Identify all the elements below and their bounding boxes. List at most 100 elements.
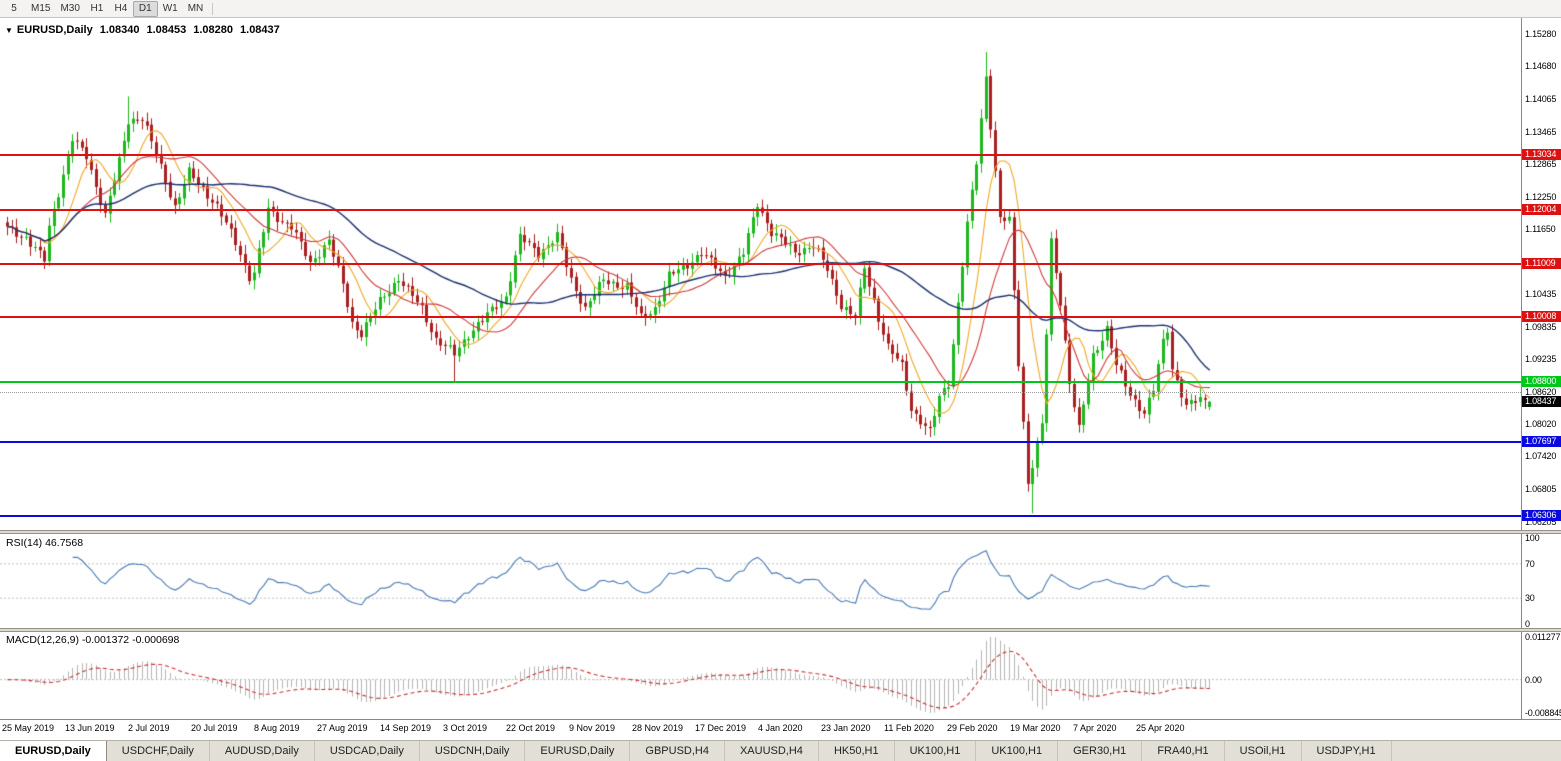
time-axis-label: 11 Feb 2020 [884, 723, 934, 733]
tab-usdchf-daily[interactable]: USDCHF,Daily [107, 741, 210, 761]
rsi-axis-label: 100 [1525, 533, 1540, 543]
price-axis-tick: 1.06205 [1525, 517, 1557, 527]
tab-hk50-h1[interactable]: HK50,H1 [819, 741, 895, 761]
time-axis-label: 13 Jun 2019 [65, 723, 115, 733]
macd-axis-label: -0.008845 [1525, 708, 1561, 718]
price-axis-tick: 1.14680 [1525, 61, 1557, 71]
dotted-price-line[interactable] [0, 392, 1521, 393]
price-axis-tick: 1.13465 [1525, 127, 1557, 137]
time-axis-label: 25 Apr 2020 [1136, 723, 1185, 733]
time-axis-label: 7 Apr 2020 [1073, 723, 1117, 733]
timeframe-button-w1[interactable]: W1 [162, 3, 178, 14]
time-axis-border [0, 719, 1561, 720]
time-axis-label: 29 Feb 2020 [947, 723, 998, 733]
price-axis-tick: 1.07420 [1525, 451, 1557, 461]
time-axis-label: 14 Sep 2019 [380, 723, 432, 733]
price-axis-tick: 1.10435 [1525, 289, 1557, 299]
time-axis-label: 9 Nov 2019 [569, 723, 616, 733]
support-line-blue-2[interactable] [0, 515, 1521, 517]
timeframe-button-d1[interactable]: D1 [132, 0, 158, 17]
time-axis-label: 19 Mar 2020 [1010, 723, 1061, 733]
time-axis[interactable]: 25 May 2019 13 Jun 2019 2 Jul 2019 20 Jul 2… [0, 719, 1521, 740]
timeframe-button-h1[interactable]: H1 [90, 3, 104, 14]
timeframe-button-m30[interactable]: M30 [60, 3, 80, 14]
toolbar-separator [212, 2, 214, 15]
time-axis-label: 17 Dec 2019 [695, 723, 747, 733]
tab-uk100-h1[interactable]: UK100,H1 [895, 741, 977, 761]
current-price-tag: 1.08437 [1522, 396, 1561, 407]
price-axis-tick: 1.09835 [1525, 322, 1557, 332]
tab-eurusd-daily[interactable]: EURUSD,Daily [525, 741, 631, 761]
price-axis-tick: 1.12865 [1525, 159, 1557, 169]
tab-eurusd-daily[interactable]: EURUSD,Daily [0, 741, 107, 761]
symbol-label: EURUSD,Daily [16, 24, 93, 36]
rsi-axis-label: 70 [1525, 559, 1535, 569]
time-axis-label: 3 Oct 2019 [443, 723, 488, 733]
resistance-line-4[interactable] [0, 316, 1521, 318]
high-value: 1.08453 [146, 24, 187, 36]
time-axis-label: 22 Oct 2019 [506, 723, 556, 733]
tab-audusd-daily[interactable]: AUDUSD,Daily [210, 741, 315, 761]
timeframe-button-m15[interactable]: M15 [31, 3, 51, 14]
price-level-tag: 1.07697 [1522, 436, 1561, 447]
price-chart-canvas[interactable] [0, 18, 1521, 740]
tab-usoil-h1[interactable]: USOil,H1 [1225, 741, 1302, 761]
timeframe-button-h4[interactable]: H4 [114, 3, 128, 14]
macd-axis-label: 0.00 [1525, 675, 1542, 685]
support-line-blue-1[interactable] [0, 441, 1521, 443]
timeframe-toolbar: 5 M15 M30 H1 H4 D1 W1 MN [0, 0, 1561, 18]
macd-axis-label: 0.011277 [1525, 632, 1561, 642]
support-line-green[interactable] [0, 381, 1521, 383]
open-value: 1.08340 [99, 24, 140, 36]
time-axis-label: 20 Jul 2019 [191, 723, 238, 733]
low-value: 1.08280 [193, 24, 234, 36]
pane-separator-rsi[interactable] [0, 530, 1561, 534]
tab-fra40-h1[interactable]: FRA40,H1 [1142, 741, 1225, 761]
tab-xauusd-h4[interactable]: XAUUSD,H4 [725, 741, 819, 761]
chart-header: ▼ EURUSD,Daily 1.08340 1.08453 1.08280 1… [5, 24, 280, 36]
rsi-indicator-label: RSI(14) 46.7568 [6, 537, 84, 549]
one-click-trading-icon[interactable]: ▼ [5, 25, 13, 35]
price-level-tag: 1.08800 [1522, 376, 1561, 387]
price-level-tag: 1.11009 [1522, 258, 1561, 269]
resistance-line-2[interactable] [0, 209, 1521, 211]
price-axis-tick: 1.09235 [1525, 354, 1557, 364]
time-axis-label: 25 May 2019 [2, 723, 55, 733]
price-level-tag: 1.13034 [1522, 149, 1561, 160]
pane-separator-macd[interactable] [0, 628, 1561, 632]
time-axis-label: 4 Jan 2020 [758, 723, 803, 733]
macd-indicator-label: MACD(12,26,9) -0.001372 -0.000698 [6, 634, 180, 646]
price-axis-tick: 1.06805 [1525, 484, 1557, 494]
price-axis-tick: 1.08020 [1525, 419, 1557, 429]
time-axis-label: 27 Aug 2019 [317, 723, 368, 733]
tab-uk100-h1[interactable]: UK100,H1 [976, 741, 1059, 761]
time-axis-label: 2 Jul 2019 [128, 723, 170, 733]
tab-usdcnh-daily[interactable]: USDCNH,Daily [420, 741, 526, 761]
tab-usdcad-daily[interactable]: USDCAD,Daily [315, 741, 420, 761]
resistance-line-3[interactable] [0, 263, 1521, 265]
tab-gbpusd-h4[interactable]: GBPUSD,H4 [630, 741, 725, 761]
rsi-axis-label: 0 [1525, 619, 1530, 629]
timeframe-button-mn[interactable]: MN [187, 3, 204, 14]
resistance-line-1[interactable] [0, 154, 1521, 156]
tab-ger30-h1[interactable]: GER30,H1 [1058, 741, 1143, 761]
price-axis-tick: 1.08620 [1525, 387, 1557, 397]
price-axis-tick: 1.14065 [1525, 94, 1557, 104]
time-axis-label: 28 Nov 2019 [632, 723, 684, 733]
chart-tabs: EURUSD,Daily USDCHF,Daily AUDUSD,Daily USDC… [0, 740, 1561, 761]
time-axis-label: 23 Jan 2020 [821, 723, 871, 733]
price-axis[interactable]: 1.15280 1.14680 1.14065 1.13465 1.12865 1.122… [1521, 18, 1561, 719]
price-level-tag: 1.10008 [1522, 311, 1561, 322]
tab-usdjpy-h1[interactable]: USDJPY,H1 [1302, 741, 1392, 761]
time-axis-label: 8 Aug 2019 [254, 723, 300, 733]
price-axis-tick: 1.15280 [1525, 29, 1557, 39]
price-level-tag: 1.06306 [1522, 510, 1561, 521]
price-axis-tick: 1.12250 [1525, 192, 1557, 202]
timeframe-button-5[interactable]: 5 [11, 3, 17, 14]
price-axis-tick: 1.11650 [1525, 224, 1556, 234]
price-level-tag: 1.12004 [1522, 204, 1561, 215]
rsi-axis-label: 30 [1525, 593, 1535, 603]
chart-window: ▼ EURUSD,Daily 1.08340 1.08453 1.08280 1… [0, 18, 1561, 740]
close-value: 1.08437 [240, 24, 280, 36]
